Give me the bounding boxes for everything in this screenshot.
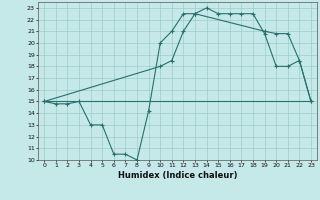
X-axis label: Humidex (Indice chaleur): Humidex (Indice chaleur) xyxy=(118,171,237,180)
